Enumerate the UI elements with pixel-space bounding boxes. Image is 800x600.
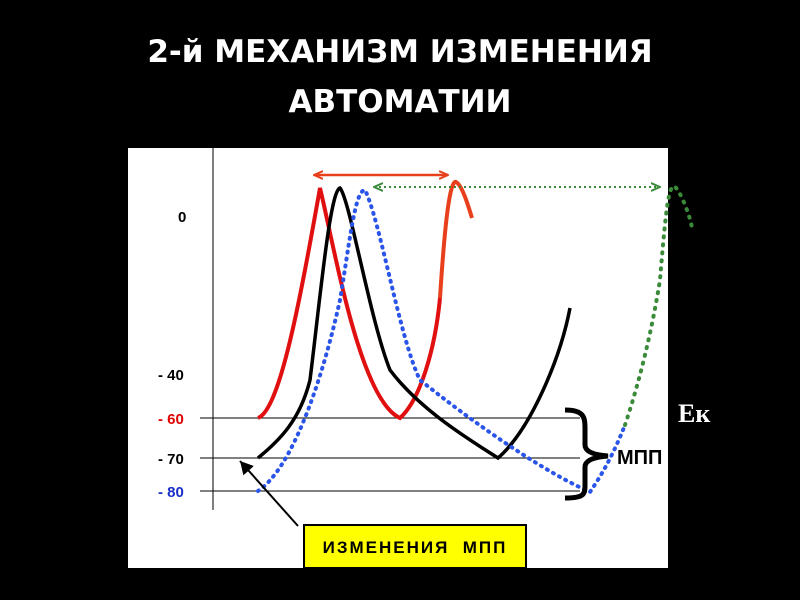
title-line: 2-й МЕХАНИЗМ ИЗМЕНЕНИЯ [147,34,652,70]
pointer-arrow [239,460,299,527]
mpp-label: МПП [617,447,662,469]
axis-label: - 60 [158,411,184,428]
panel [128,148,668,568]
brace [564,407,609,501]
box-label: ИЗМЕНЕНИЯ МПП [323,538,508,557]
black-curve [256,186,572,461]
green-dotted-curve [623,183,694,427]
label-box [303,524,527,569]
axis-label: 0 [178,209,186,226]
title-line: АВТОМАТИИ [289,84,512,120]
axis-label: - 40 [158,367,184,384]
axis-label: - 80 [158,484,184,501]
axis-label: - 70 [158,451,184,468]
ek-label: Ек [678,399,710,428]
